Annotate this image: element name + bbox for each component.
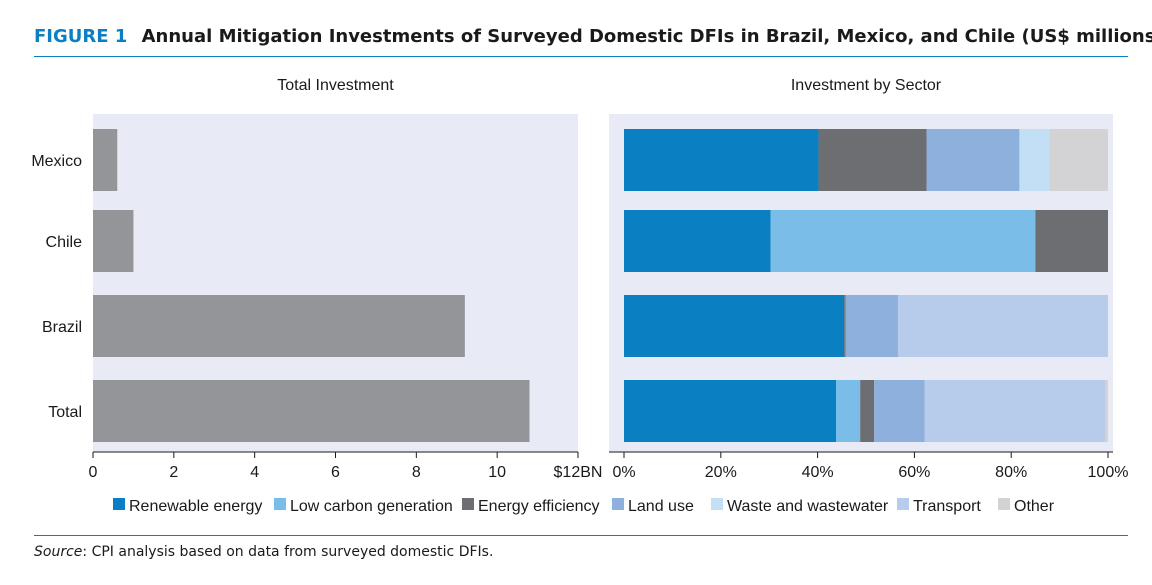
figure-label: FIGURE 1 <box>34 26 128 47</box>
right-x-tick-label: 60% <box>898 464 930 481</box>
legend-swatch-energy-efficiency <box>462 498 474 510</box>
category-label-total: Total <box>48 404 82 421</box>
legend-swatch-transport <box>897 498 909 510</box>
segment-total-low-carbon-generation <box>835 380 861 442</box>
segment-mexico-waste-and-wastewater <box>1019 129 1050 191</box>
bar-total <box>93 380 530 442</box>
right-x-tick-label: 40% <box>802 464 834 481</box>
segment-total-energy-efficiency <box>860 380 875 442</box>
legend-label-land-use: Land use <box>628 498 694 515</box>
segment-chile-low-carbon-generation <box>770 210 1036 272</box>
segment-brazil-land-use <box>845 295 898 357</box>
legend-label-waste-and-wastewater: Waste and wastewater <box>727 498 889 515</box>
legend-swatch-waste-and-wastewater <box>711 498 723 510</box>
bar-brazil <box>93 295 465 357</box>
legend-label-transport: Transport <box>913 498 981 515</box>
segment-mexico-renewable-energy <box>624 129 819 191</box>
legend-swatch-low-carbon-generation <box>274 498 286 510</box>
left-x-tick-label: $12BN <box>554 464 603 481</box>
segment-total-land-use <box>874 380 925 442</box>
left-x-tick-label: 4 <box>250 464 259 481</box>
segment-brazil-transport <box>897 295 1108 357</box>
left-x-tick-label: 10 <box>488 464 506 481</box>
left-x-tick-label: 6 <box>331 464 340 481</box>
segment-chile-energy-efficiency <box>1035 210 1108 272</box>
source-label: Source <box>34 544 83 560</box>
segment-mexico-land-use <box>926 129 1020 191</box>
left-x-tick-label: 8 <box>412 464 421 481</box>
segment-brazil-energy-efficiency <box>844 295 846 357</box>
segment-total-other <box>1105 380 1108 442</box>
legend-swatch-other <box>998 498 1010 510</box>
bar-mexico <box>93 129 118 191</box>
segment-total-renewable-energy <box>624 380 836 442</box>
segment-chile-renewable-energy <box>624 210 771 272</box>
legend-swatch-renewable-energy <box>113 498 125 510</box>
legend-label-energy-efficiency: Energy efficiency <box>478 498 600 515</box>
right-x-tick-label: 100% <box>1088 464 1129 481</box>
left-x-tick-label: 0 <box>89 464 98 481</box>
source-note: Source: CPI analysis based on data from … <box>34 544 493 560</box>
category-label-mexico: Mexico <box>31 153 82 170</box>
figure-header: FIGURE 1 Annual Mitigation Investments o… <box>34 26 1152 57</box>
source-text: : CPI analysis based on data from survey… <box>82 544 494 560</box>
category-label-brazil: Brazil <box>42 319 82 336</box>
figure-title: Annual Mitigation Investments of Surveye… <box>141 26 1152 47</box>
right-chart-title: Investment by Sector <box>791 77 942 94</box>
right-x-tick-label: 80% <box>995 464 1027 481</box>
left-x-tick-label: 2 <box>169 464 178 481</box>
legend-label-low-carbon-generation: Low carbon generation <box>290 498 453 515</box>
segment-mexico-energy-efficiency <box>818 129 927 191</box>
footer-divider <box>34 535 1128 536</box>
right-x-tick-label: 20% <box>705 464 737 481</box>
right-x-tick-label: 0% <box>612 464 635 481</box>
legend-label-other: Other <box>1014 498 1055 515</box>
bar-chile <box>93 210 134 272</box>
segment-total-transport <box>924 380 1106 442</box>
category-label-chile: Chile <box>46 234 83 251</box>
legend-swatch-land-use <box>612 498 624 510</box>
legend-label-renewable-energy: Renewable energy <box>129 498 262 515</box>
left-chart-title: Total Investment <box>277 77 394 94</box>
segment-mexico-other <box>1049 129 1108 191</box>
segment-brazil-renewable-energy <box>624 295 845 357</box>
